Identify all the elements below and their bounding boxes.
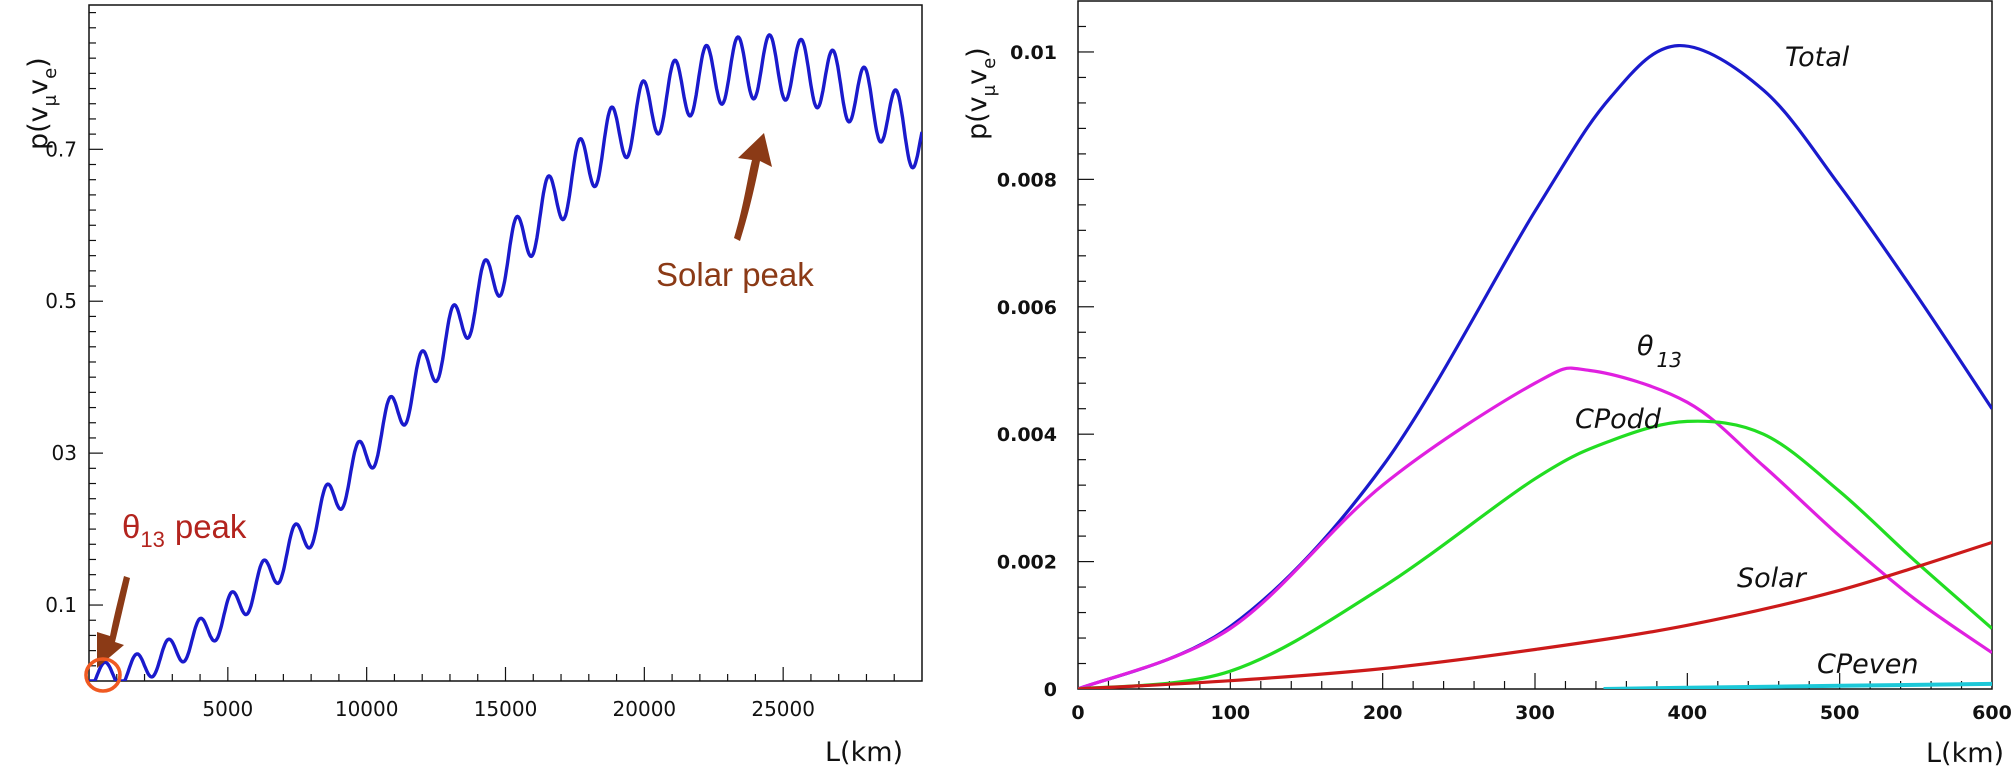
- left-y-tick-label: 0.1: [45, 593, 77, 617]
- right-x-tick-label: 300: [1515, 702, 1555, 724]
- curve-label-cpodd: CPodd: [1575, 404, 1662, 435]
- curve-total: [1078, 43, 1992, 689]
- curve-solar: [1078, 540, 1992, 689]
- curve-label-cpeven: CPeven: [1817, 649, 1918, 680]
- right-x-axis-title: L(km): [1926, 738, 2004, 769]
- right-y-tick-label: 0.01: [1010, 42, 1057, 64]
- right-y-tick-label: 0.004: [997, 424, 1057, 446]
- right-x-tick-label: 600: [1972, 702, 2012, 724]
- right-x-tick-label: 500: [1820, 702, 1860, 724]
- left-x-tick-label: 20000: [613, 697, 677, 721]
- right-x-tick-label: 400: [1667, 702, 1707, 724]
- curve-cpeven: [1603, 681, 1992, 689]
- right-x-tick-label: 200: [1363, 702, 1403, 724]
- right-x-tick-label: 0: [1071, 702, 1084, 724]
- curve-theta13: [1078, 366, 1992, 689]
- left-plot-frame: [88, 4, 923, 682]
- right-chart-panel: 0 100 200 300 400 500 600 0 0.002 0.004 0.006 0.008…: [962, 0, 2012, 769]
- right-y-tick-label: 0.006: [997, 297, 1057, 319]
- left-x-axis-title: L(km): [825, 737, 903, 768]
- left-x-tick-label: 25000: [751, 697, 815, 721]
- theta13-peak-arrow: [97, 576, 130, 668]
- right-y-axis-title: p(vμve): [962, 47, 1000, 140]
- solar-peak-arrow: [734, 133, 772, 241]
- theta13-peak-highlight-circle: [84, 657, 122, 693]
- right-curves: [1078, 43, 1992, 689]
- left-y-axis-title: p(vμve): [23, 57, 61, 150]
- theta13-peak-label: θ13 peak: [122, 508, 247, 552]
- left-probability-curve: [89, 33, 922, 681]
- right-y-tick-label: 0: [1044, 679, 1057, 701]
- right-y-tick-label: 0.008: [997, 169, 1057, 191]
- left-x-tick-label: 5000: [202, 697, 253, 721]
- right-axis-ticks: [1078, 25, 1963, 689]
- curve-label-solar: Solar: [1737, 563, 1808, 594]
- left-chart-panel: 5000 10000 15000 20000 25000 0.1 03 0.5 0.7 L(km…: [23, 4, 923, 768]
- curve-label-total: Total: [1785, 42, 1850, 73]
- left-x-tick-label: 10000: [335, 697, 399, 721]
- left-tick-labels: 5000 10000 15000 20000 25000 0.1 03 0.5 0.7: [45, 137, 815, 721]
- left-x-tick-label: 15000: [474, 697, 538, 721]
- right-tick-labels: 0 100 200 300 400 500 600 0 0.002 0.004 0.006 0.008…: [997, 42, 2012, 724]
- right-y-tick-label: 0.002: [997, 552, 1057, 574]
- left-axis-ticks: [89, 11, 895, 681]
- curve-label-theta13: θ 13: [1637, 331, 1682, 372]
- right-x-tick-label: 100: [1210, 702, 1250, 724]
- left-y-tick-label: 0.7: [45, 137, 77, 161]
- left-y-tick-label: 0.5: [45, 289, 77, 313]
- solar-peak-label: Solar peak: [656, 256, 814, 293]
- left-y-tick-label: 03: [52, 441, 77, 465]
- curve-cpodd: [1078, 419, 1992, 689]
